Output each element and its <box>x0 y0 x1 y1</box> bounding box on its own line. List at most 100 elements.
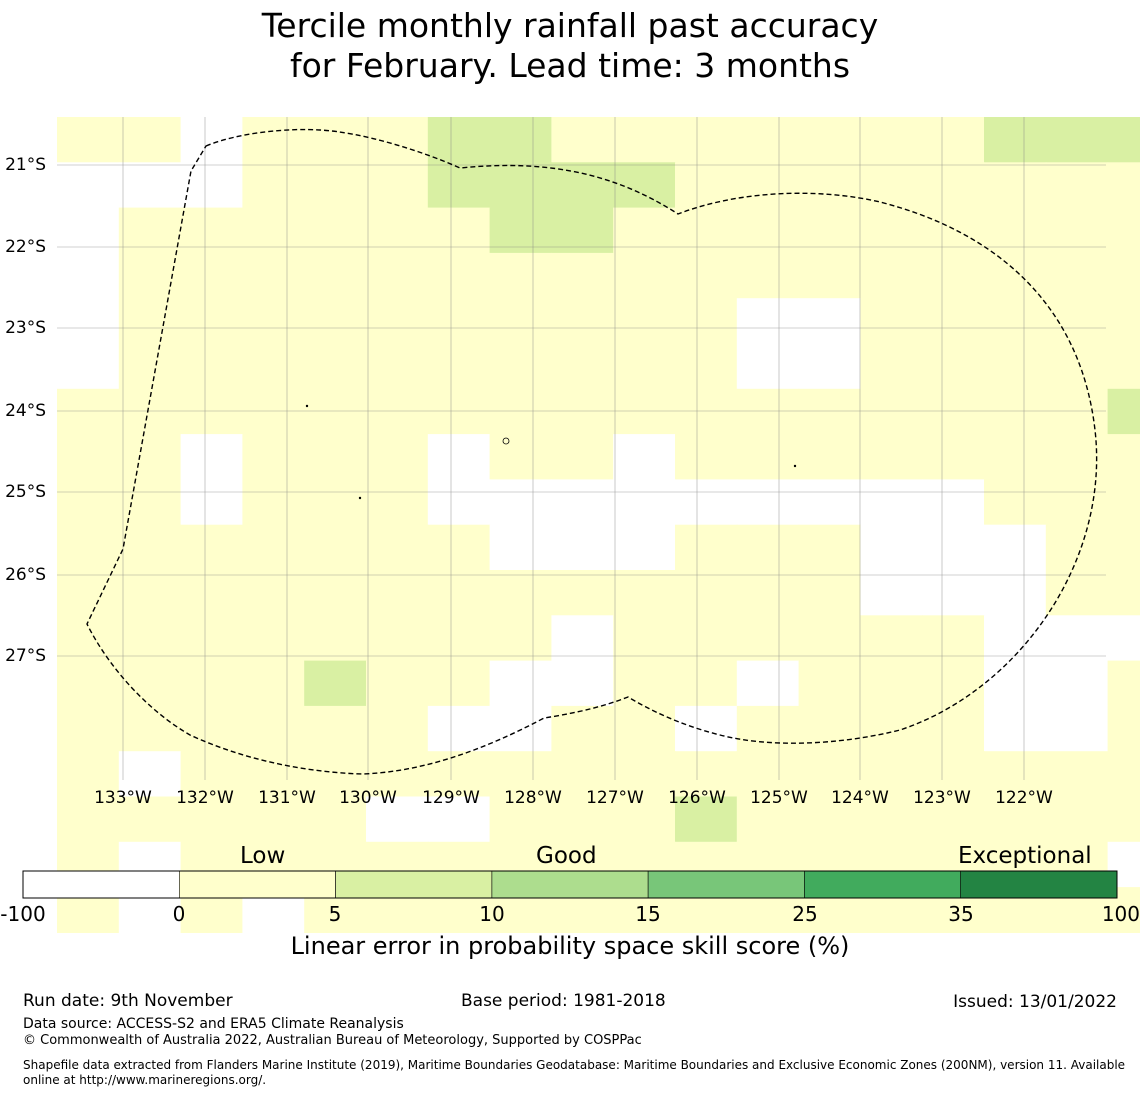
skill-cell <box>1045 479 1109 526</box>
skill-cell <box>922 162 985 209</box>
skill-cell <box>366 207 429 254</box>
skill-cell <box>366 343 429 390</box>
colorbar-tick: -100 <box>0 902 46 926</box>
colorbar-segment <box>22 870 180 899</box>
lon-label: 132°W <box>176 788 234 808</box>
skill-cell <box>613 343 676 390</box>
run-date: Run date: 9th November <box>23 991 233 1011</box>
skill-cell <box>304 252 367 299</box>
skill-cell <box>1107 434 1140 480</box>
skill-cell <box>57 434 120 480</box>
skill-cell <box>118 117 182 163</box>
skill-cell <box>984 524 1047 571</box>
skill-cell <box>366 388 429 435</box>
skill-cell <box>242 705 305 752</box>
colorbar-segment <box>647 870 805 899</box>
skill-cell <box>1107 343 1140 390</box>
skill-cell <box>736 660 800 707</box>
skill-cell <box>180 524 243 571</box>
skill-cell <box>489 117 552 163</box>
skill-cell <box>489 388 552 435</box>
skill-cell <box>366 524 429 571</box>
skill-cell <box>180 615 243 662</box>
skill-cell <box>180 660 243 707</box>
skill-cell <box>1045 162 1109 209</box>
skill-cell <box>57 162 120 209</box>
data-source: Data source: ACCESS-S2 and ERA5 Climate … <box>23 1016 404 1032</box>
skill-cell <box>613 252 676 299</box>
skill-cell <box>860 705 923 752</box>
skill-cell <box>736 615 800 662</box>
skill-cell <box>180 796 243 843</box>
skill-cell <box>860 570 923 616</box>
skill-cell <box>242 298 305 345</box>
skill-cell <box>860 162 923 209</box>
skill-cell <box>613 660 676 707</box>
skill-cell <box>489 434 552 480</box>
skill-cell <box>489 207 552 254</box>
skill-cell <box>427 796 491 843</box>
skill-cell <box>1107 388 1140 435</box>
skill-cell <box>922 343 985 390</box>
skill-cell <box>736 524 800 571</box>
skill-cell <box>242 660 305 707</box>
skill-cell <box>1107 162 1140 209</box>
skill-cell <box>798 479 861 526</box>
skill-cell <box>675 434 738 480</box>
skill-cell <box>118 751 182 798</box>
skill-cell <box>427 751 491 798</box>
skill-cell <box>304 660 367 707</box>
skill-cell <box>304 388 367 435</box>
skill-cell <box>551 117 614 163</box>
skill-cell <box>675 751 738 798</box>
colorbar-tick: 100 <box>1101 902 1140 926</box>
skill-cell <box>180 751 243 798</box>
lat-label: 27°S <box>5 646 46 666</box>
skill-cell <box>613 615 676 662</box>
chart-title-line-1: Tercile monthly rainfall past accuracy <box>261 6 879 45</box>
colorbar-tick: 25 <box>792 902 818 926</box>
skill-cell <box>1107 117 1140 163</box>
skill-cell <box>798 162 861 209</box>
skill-cell <box>57 343 120 390</box>
lon-label: 131°W <box>258 788 316 808</box>
skill-cell <box>675 343 738 390</box>
skill-cell <box>1045 434 1109 480</box>
skill-cell <box>427 524 491 571</box>
skill-cell <box>304 343 367 390</box>
skill-cell <box>984 117 1047 163</box>
skill-cell <box>860 524 923 571</box>
skill-cell <box>304 298 367 345</box>
skill-cell <box>489 252 552 299</box>
skill-cell <box>57 796 120 843</box>
skill-cell <box>798 343 861 390</box>
skill-cell <box>860 615 923 662</box>
skill-cell <box>551 434 614 480</box>
skill-cell <box>798 751 861 798</box>
skill-cell <box>736 388 800 435</box>
lat-label: 24°S <box>5 401 46 421</box>
skill-cell <box>798 117 861 163</box>
skill-cell <box>922 570 985 616</box>
skill-cell <box>366 434 429 480</box>
skill-cell <box>180 162 243 209</box>
skill-cell <box>57 705 120 752</box>
skill-cell <box>489 751 552 798</box>
colorbar-outline <box>22 870 1118 899</box>
issued-date: Issued: 13/01/2022 <box>953 992 1117 1012</box>
skill-cell <box>427 705 491 752</box>
skill-cell <box>427 298 491 345</box>
skill-cell <box>489 524 552 571</box>
skill-cell <box>613 570 676 616</box>
skill-cell <box>118 660 182 707</box>
skill-cell <box>551 796 614 843</box>
skill-cell <box>798 298 861 345</box>
skill-cell <box>180 252 243 299</box>
skill-cell <box>984 207 1047 254</box>
skill-cell <box>922 434 985 480</box>
skill-cell <box>427 117 491 163</box>
skill-cell <box>1107 705 1140 752</box>
skill-cell <box>427 343 491 390</box>
skill-cell <box>427 162 491 209</box>
